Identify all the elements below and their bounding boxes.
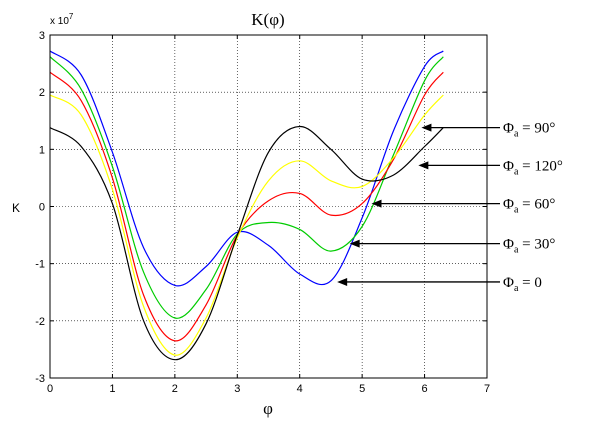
y-tick-label: 1 xyxy=(39,144,45,156)
chart-title: K(φ) xyxy=(251,10,284,29)
x-tick-label: 6 xyxy=(422,383,428,395)
series-line-a-120 xyxy=(49,94,444,356)
annotation-label: Φa = 90° xyxy=(503,121,555,140)
annotation-label: Φa = 60° xyxy=(503,197,555,216)
annotation-arrow-head xyxy=(349,239,360,248)
x-tick-label: 2 xyxy=(172,383,178,395)
series-line-a-0 xyxy=(49,50,444,287)
annotation-label: Φa = 120° xyxy=(503,158,563,177)
x-tick-label: 4 xyxy=(297,383,303,395)
x-tick-label: 1 xyxy=(109,383,115,395)
y-axis-label: K xyxy=(12,201,20,215)
series-lines xyxy=(49,50,444,361)
y-tick-label: -3 xyxy=(35,373,45,385)
annotation-label: Φa = 30° xyxy=(503,237,555,256)
y-tick-label: 3 xyxy=(39,30,45,42)
x-tick-label: 3 xyxy=(234,383,240,395)
annotation-arrow-head xyxy=(421,123,432,132)
y-tick-label: -1 xyxy=(35,259,45,271)
x-tick-label: 0 xyxy=(47,383,53,395)
series-line-a-30 xyxy=(49,56,444,319)
series-line-a-90 xyxy=(49,125,444,361)
y-tick-label: -2 xyxy=(35,316,45,328)
x-tick-label: 7 xyxy=(484,383,490,395)
annotation-arrow-head xyxy=(371,199,382,208)
annotation-label: Φa = 0 xyxy=(503,275,542,294)
x-tick-label: 5 xyxy=(359,383,365,395)
annotation-arrow-head xyxy=(337,277,348,286)
y-tick-label: 0 xyxy=(39,202,45,214)
annotations: Φa = 90° Φa = 120° Φa = 60° Φa = 30° Φa = 0 xyxy=(337,121,563,294)
annotation-arrow-head xyxy=(418,161,429,170)
y-tick-label: 2 xyxy=(39,87,45,99)
axis-ticks: 0 1 2 3 4 5 6 7 -3 -2 -1 0 1 2 3 xyxy=(35,30,490,395)
x-axis-label: φ xyxy=(263,399,273,418)
y-scale-label: x 107 xyxy=(50,12,74,27)
grid xyxy=(50,35,487,378)
